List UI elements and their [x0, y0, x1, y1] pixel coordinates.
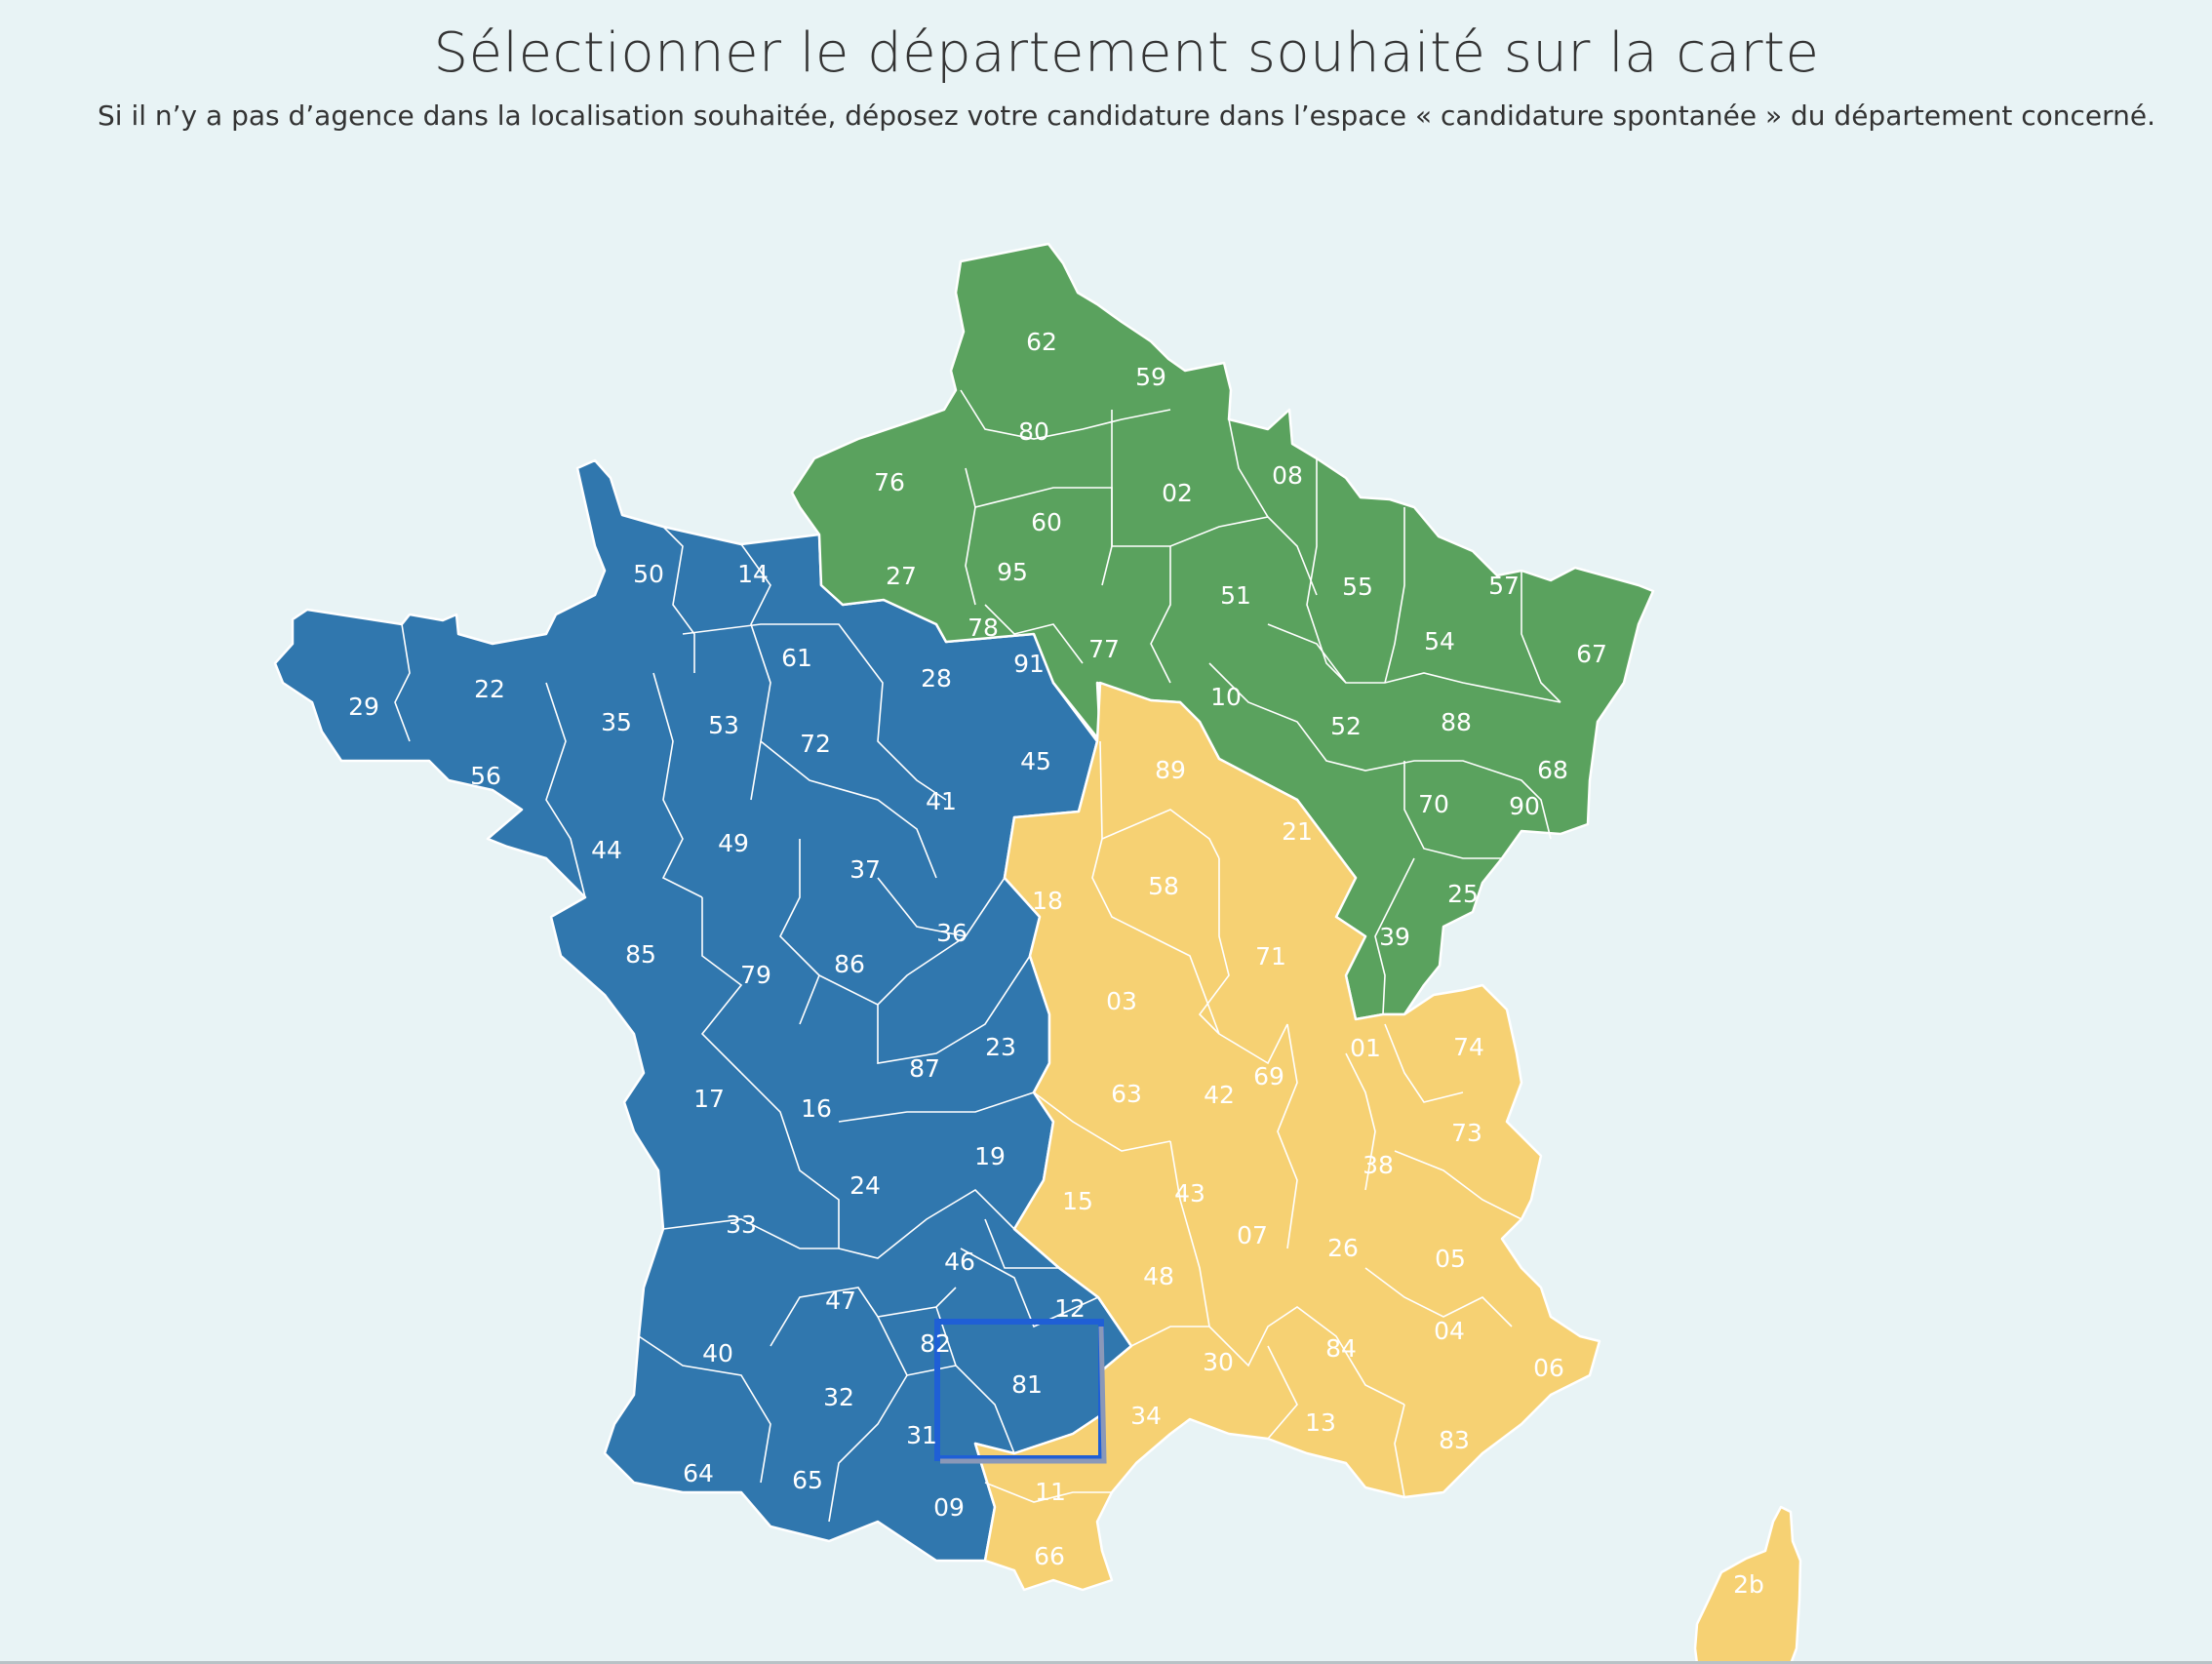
- department-label-95[interactable]: 95: [997, 558, 1028, 586]
- department-label-57[interactable]: 57: [1488, 572, 1520, 600]
- department-label-60[interactable]: 60: [1031, 508, 1062, 536]
- department-label-03[interactable]: 03: [1106, 987, 1137, 1015]
- department-label-89[interactable]: 89: [1155, 756, 1186, 784]
- department-label-36[interactable]: 36: [936, 919, 968, 947]
- department-label-68[interactable]: 68: [1537, 756, 1568, 784]
- department-label-71[interactable]: 71: [1255, 942, 1286, 971]
- department-label-84[interactable]: 84: [1325, 1334, 1357, 1363]
- page-subtitle: Si il n’y a pas d’agence dans la localis…: [97, 99, 2155, 132]
- department-label-47[interactable]: 47: [825, 1287, 856, 1315]
- department-label-50[interactable]: 50: [633, 560, 664, 588]
- department-label-33[interactable]: 33: [726, 1210, 757, 1239]
- department-label-62[interactable]: 62: [1026, 328, 1057, 356]
- department-label-26[interactable]: 26: [1327, 1234, 1359, 1262]
- department-label-55[interactable]: 55: [1342, 573, 1373, 601]
- department-label-08[interactable]: 08: [1272, 461, 1303, 490]
- department-label-74[interactable]: 74: [1453, 1033, 1484, 1061]
- department-label-76[interactable]: 76: [874, 468, 905, 496]
- department-label-31[interactable]: 31: [906, 1421, 937, 1449]
- department-label-52[interactable]: 52: [1330, 712, 1362, 740]
- department-label-01[interactable]: 01: [1350, 1034, 1381, 1062]
- department-label-10[interactable]: 10: [1210, 683, 1242, 711]
- department-label-25[interactable]: 25: [1447, 880, 1479, 908]
- department-label-59[interactable]: 59: [1135, 363, 1166, 391]
- department-label-48[interactable]: 48: [1143, 1262, 1174, 1290]
- department-label-65[interactable]: 65: [792, 1466, 823, 1494]
- department-label-72[interactable]: 72: [800, 730, 831, 758]
- department-label-87[interactable]: 87: [909, 1054, 940, 1083]
- department-label-15[interactable]: 15: [1062, 1187, 1093, 1215]
- department-label-79[interactable]: 79: [740, 961, 771, 989]
- department-label-24[interactable]: 24: [849, 1171, 881, 1200]
- department-label-38[interactable]: 38: [1363, 1151, 1394, 1179]
- department-label-02[interactable]: 02: [1162, 479, 1193, 507]
- department-label-04[interactable]: 04: [1434, 1317, 1465, 1345]
- department-label-90[interactable]: 90: [1509, 792, 1540, 820]
- department-label-81[interactable]: 81: [1011, 1370, 1043, 1399]
- department-label-85[interactable]: 85: [625, 940, 656, 969]
- department-label-83[interactable]: 83: [1439, 1426, 1470, 1454]
- department-label-18[interactable]: 18: [1032, 887, 1063, 915]
- department-label-16[interactable]: 16: [801, 1094, 832, 1123]
- department-label-35[interactable]: 35: [601, 708, 632, 736]
- page-title: Sélectionner le département souhaité sur…: [433, 21, 1820, 85]
- department-label-82[interactable]: 82: [920, 1329, 951, 1358]
- department-label-86[interactable]: 86: [834, 950, 865, 978]
- department-label-73[interactable]: 73: [1451, 1119, 1482, 1147]
- department-label-19[interactable]: 19: [974, 1142, 1006, 1170]
- selection-shadow: [940, 1326, 1107, 1464]
- region-corsica[interactable]: [1693, 1505, 1802, 1664]
- department-label-88[interactable]: 88: [1441, 708, 1472, 736]
- department-label-91[interactable]: 91: [1013, 650, 1045, 678]
- department-label-53[interactable]: 53: [708, 711, 739, 739]
- department-label-37[interactable]: 37: [849, 855, 881, 884]
- department-label-41[interactable]: 41: [926, 787, 957, 815]
- department-label-13[interactable]: 13: [1305, 1408, 1336, 1437]
- department-label-32[interactable]: 32: [823, 1383, 854, 1411]
- department-label-29[interactable]: 29: [348, 693, 379, 721]
- department-label-56[interactable]: 56: [470, 762, 501, 790]
- department-label-51[interactable]: 51: [1220, 581, 1251, 610]
- department-label-78[interactable]: 78: [968, 614, 999, 642]
- department-label-12[interactable]: 12: [1054, 1294, 1086, 1323]
- department-label-49[interactable]: 49: [718, 829, 749, 857]
- department-label-2b[interactable]: 2b: [1733, 1570, 1764, 1599]
- department-label-42[interactable]: 42: [1204, 1081, 1235, 1109]
- department-label-66[interactable]: 66: [1034, 1542, 1065, 1570]
- department-label-34[interactable]: 34: [1130, 1402, 1162, 1430]
- department-label-11[interactable]: 11: [1035, 1478, 1066, 1506]
- department-label-64[interactable]: 64: [683, 1459, 714, 1487]
- department-label-77[interactable]: 77: [1088, 635, 1120, 663]
- footer-divider: [0, 1661, 2212, 1664]
- department-label-70[interactable]: 70: [1418, 790, 1449, 818]
- department-label-39[interactable]: 39: [1379, 923, 1410, 951]
- department-label-63[interactable]: 63: [1111, 1080, 1142, 1108]
- department-label-06[interactable]: 06: [1533, 1354, 1564, 1382]
- department-label-54[interactable]: 54: [1424, 627, 1455, 655]
- department-label-58[interactable]: 58: [1148, 872, 1179, 900]
- department-label-67[interactable]: 67: [1576, 640, 1607, 668]
- department-label-28[interactable]: 28: [921, 664, 952, 693]
- department-label-43[interactable]: 43: [1174, 1179, 1205, 1208]
- department-label-23[interactable]: 23: [985, 1033, 1016, 1061]
- department-label-14[interactable]: 14: [737, 560, 769, 588]
- department-label-22[interactable]: 22: [474, 675, 505, 703]
- department-label-45[interactable]: 45: [1020, 747, 1051, 775]
- department-label-21[interactable]: 21: [1282, 817, 1313, 846]
- department-label-80[interactable]: 80: [1018, 417, 1049, 446]
- department-label-05[interactable]: 05: [1435, 1245, 1466, 1273]
- department-label-40[interactable]: 40: [702, 1339, 733, 1367]
- department-label-44[interactable]: 44: [591, 836, 622, 864]
- department-labels: 50 14 61 29 22 35 56 53 72 28 45 41 44 49 37 85 79 86 36 17…: [348, 328, 1764, 1599]
- department-label-27[interactable]: 27: [886, 562, 917, 590]
- department-label-61[interactable]: 61: [781, 644, 812, 672]
- department-label-09[interactable]: 09: [933, 1493, 965, 1522]
- department-label-46[interactable]: 46: [944, 1248, 975, 1276]
- department-label-30[interactable]: 30: [1203, 1348, 1234, 1376]
- department-label-69[interactable]: 69: [1253, 1062, 1284, 1090]
- department-label-07[interactable]: 07: [1237, 1221, 1268, 1249]
- department-label-17[interactable]: 17: [693, 1085, 725, 1113]
